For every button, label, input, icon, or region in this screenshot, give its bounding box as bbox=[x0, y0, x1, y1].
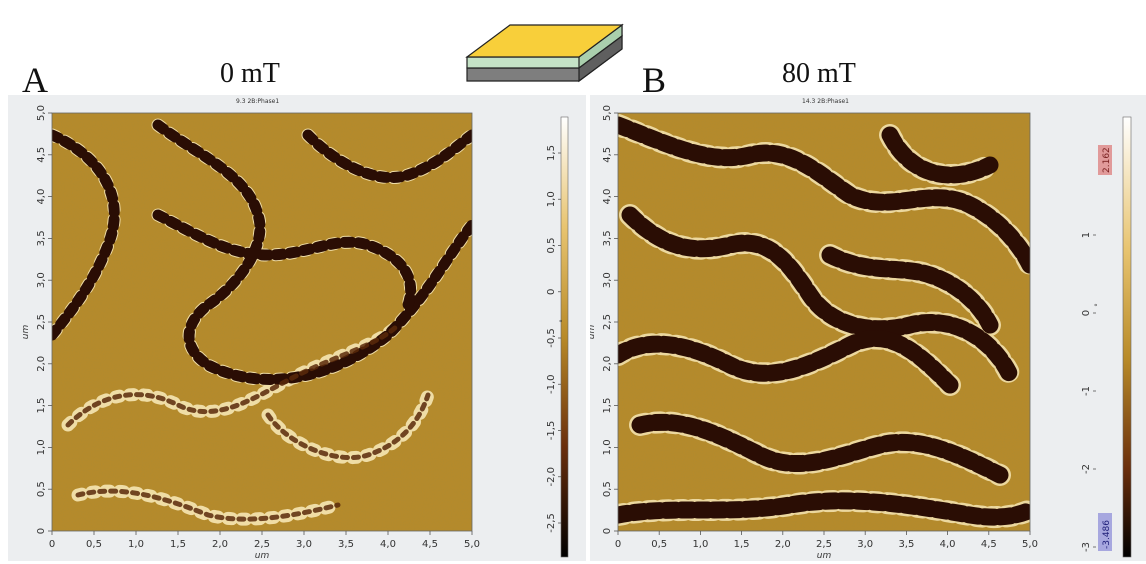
colorbar-tick-label: -1,0 bbox=[546, 374, 557, 394]
colorbar-b-min-badge bbox=[1098, 513, 1112, 551]
x-axis-unit: um bbox=[255, 551, 270, 561]
colorbar-tick-label: -1 bbox=[1081, 386, 1092, 396]
x-tick-label: 2,0 bbox=[212, 539, 228, 550]
x-tick-label: 3,0 bbox=[296, 539, 312, 550]
x-tick-label: 4,5 bbox=[422, 539, 438, 550]
colorbar-b-min-value: -3.486 bbox=[1102, 520, 1112, 549]
colorbar-unit: ° bbox=[1094, 303, 1102, 307]
colorbar-tick-label: -1,5 bbox=[546, 421, 557, 441]
panel-b: 14.3 2B:Phase1 bbox=[590, 95, 1146, 561]
colorbar-tick-label: -2,0 bbox=[546, 467, 557, 487]
colorbar-tick-label: 1,0 bbox=[546, 191, 557, 207]
colorbar-tick-label: 0 bbox=[1081, 310, 1092, 316]
y-tick-label: 1,0 bbox=[36, 439, 47, 455]
colorbar-tick-label: 1 bbox=[1081, 232, 1092, 238]
colorbar-tick-label: -3 bbox=[1081, 542, 1092, 552]
panel-b-image: 2.162 -3.486 0 0,5 1,0 1,5 2,0 2,5 3,0 3,5 4,0 4,… bbox=[590, 105, 1132, 561]
y-tick-label: 4,5 bbox=[36, 147, 47, 163]
y-tick-label: 2,0 bbox=[602, 356, 613, 372]
x-tick-label: 4,5 bbox=[981, 539, 997, 550]
colorbar-b-max-badge bbox=[1098, 145, 1112, 175]
y-tick-label: 3,5 bbox=[36, 230, 47, 246]
x-tick-label: 5,0 bbox=[1022, 539, 1038, 550]
y-axis-unit: um bbox=[21, 325, 31, 340]
y-tick-label: 1,5 bbox=[602, 398, 613, 414]
y-tick-label: 0,5 bbox=[602, 481, 613, 497]
panel-a-image: 0 0,5 1,0 1,5 2,0 2,5 3,0 3,5 4,0 4,5 5,0 0 0,5 1,0 1,… bbox=[21, 105, 569, 561]
x-tick-label: 4,0 bbox=[380, 539, 396, 550]
panel-b-field-label: 80 mT bbox=[782, 58, 856, 89]
top-layer bbox=[465, 24, 624, 58]
x-tick-label: 5,0 bbox=[464, 539, 480, 550]
x-tick-label: 0,5 bbox=[651, 539, 667, 550]
y-tick-label: 2,0 bbox=[36, 356, 47, 372]
y-axis-unit: um bbox=[590, 325, 597, 340]
colorbar-b-max-value: 2.162 bbox=[1102, 147, 1112, 173]
x-axis-unit: um bbox=[817, 551, 832, 561]
y-tick-label: 0 bbox=[602, 528, 613, 534]
x-tick-label: 1,0 bbox=[692, 539, 708, 550]
y-tick-label: 5,0 bbox=[602, 105, 613, 121]
x-tick-label: 2,5 bbox=[816, 539, 832, 550]
y-tick-label: 1,0 bbox=[602, 439, 613, 455]
y-tick-label: 1,5 bbox=[36, 398, 47, 414]
sample-stack-schematic bbox=[465, 23, 624, 83]
x-tick-label: 1,5 bbox=[170, 539, 186, 550]
y-tick-label: 5,0 bbox=[36, 105, 47, 121]
y-tick-label: 3,5 bbox=[602, 230, 613, 246]
x-tick-label: 2,0 bbox=[775, 539, 791, 550]
y-tick-label: 4,0 bbox=[602, 189, 613, 205]
colorbar-tick-label: -2,5 bbox=[546, 513, 557, 533]
x-tick-label: 2,5 bbox=[254, 539, 270, 550]
y-tick-label: 2,5 bbox=[36, 314, 47, 330]
colorbar-tick-label: 0 bbox=[546, 289, 557, 295]
y-tick-label: 4,0 bbox=[36, 189, 47, 205]
colorbar-tick-label: -0,5 bbox=[546, 328, 557, 348]
colorbar-tick-label: -2 bbox=[1081, 464, 1092, 474]
x-tick-label: 1,0 bbox=[128, 539, 144, 550]
x-tick-label: 0 bbox=[49, 539, 55, 550]
y-tick-label: 4,5 bbox=[602, 147, 613, 163]
colorbar-b bbox=[1122, 116, 1132, 558]
colorbar-tick-label: 0,5 bbox=[546, 238, 557, 254]
x-tick-label: 3,5 bbox=[338, 539, 354, 550]
panel-a: 9.3 2B:Phase1 bbox=[8, 95, 586, 561]
panel-b-letter: B bbox=[642, 60, 667, 100]
x-tick-label: 4,0 bbox=[940, 539, 956, 550]
colorbar-unit: ° bbox=[559, 319, 567, 323]
x-tick-label: 3,5 bbox=[898, 539, 914, 550]
panel-a-field-label: 0 mT bbox=[220, 58, 280, 89]
y-tick-label: 3,0 bbox=[36, 272, 47, 288]
panel-a-scan-title: 9.3 2B:Phase1 bbox=[236, 98, 280, 105]
colorbar-a bbox=[560, 116, 569, 558]
panel-b-scan-title: 14.3 2B:Phase1 bbox=[802, 98, 849, 105]
x-tick-label: 3,0 bbox=[857, 539, 873, 550]
y-tick-label: 3,0 bbox=[602, 272, 613, 288]
y-tick-label: 0,5 bbox=[36, 481, 47, 497]
x-tick-label: 0 bbox=[615, 539, 621, 550]
colorbar-tick-label: 1,5 bbox=[546, 145, 557, 161]
x-tick-label: 1,5 bbox=[734, 539, 750, 550]
x-tick-label: 0,5 bbox=[86, 539, 102, 550]
panel-a-letter: A bbox=[22, 60, 48, 100]
y-tick-label: 2,5 bbox=[602, 314, 613, 330]
y-tick-label: 0 bbox=[36, 528, 47, 534]
